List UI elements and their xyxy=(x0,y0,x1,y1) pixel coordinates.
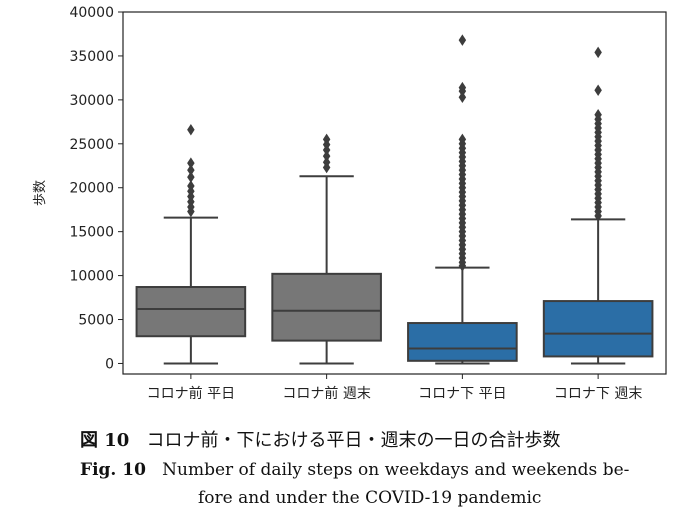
x-tick-label: コロナ下 週末 xyxy=(554,386,642,402)
y-tick-label: 15000 xyxy=(69,225,114,241)
outlier-point xyxy=(322,133,331,146)
outlier-point xyxy=(322,156,331,168)
box-iqr xyxy=(135,286,247,338)
outlier-point xyxy=(458,91,467,103)
outlier-point xyxy=(594,84,602,96)
caption-en-label: Fig. 10 xyxy=(80,460,146,480)
plot-frame xyxy=(122,11,667,375)
y-tick-label: 5000 xyxy=(78,313,114,329)
box-iqr xyxy=(407,322,518,362)
outlier-point xyxy=(187,164,195,176)
caption-en-text-line2: fore and under the COVID-19 pandemic xyxy=(198,488,542,508)
y-axis-label: 歩数 xyxy=(33,180,48,206)
box-group xyxy=(271,133,382,365)
outlier-point xyxy=(322,150,331,162)
outlier-point xyxy=(458,34,467,46)
y-tick-label: 10000 xyxy=(69,269,114,285)
outlier-point xyxy=(594,109,602,121)
x-tick-label: コロナ前 平日 xyxy=(147,385,235,402)
outlier-point xyxy=(187,171,195,183)
y-tick-label: 40000 xyxy=(69,5,114,21)
outlier-point xyxy=(187,123,195,136)
y-axis: 0 5000 10000 15000 20000 25000 30000 35000 40000 xyxy=(69,5,123,372)
y-tick-label: 0 xyxy=(105,356,114,372)
x-tick-label: コロナ前 週末 xyxy=(282,385,370,402)
caption-en-text-line1: Number of daily steps on weekdays and we… xyxy=(162,460,630,480)
y-tick-label: 25000 xyxy=(69,137,114,153)
caption-japanese: 図 10 コロナ前・下における平日・週末の一日の合計歩数 xyxy=(80,426,561,452)
box-iqr xyxy=(271,272,382,342)
y-tick-label: 20000 xyxy=(69,181,114,197)
box-group xyxy=(407,34,518,365)
outlier-point xyxy=(187,157,195,169)
boxes xyxy=(135,34,654,365)
x-tick-label: コロナ下 平日 xyxy=(418,386,506,402)
outlier-point xyxy=(594,46,602,59)
box-group xyxy=(542,46,654,365)
box-iqr xyxy=(542,300,654,358)
caption-jp-text: コロナ前・下における平日・週末の一日の合計歩数 xyxy=(146,430,561,451)
boxplot-chart: 0 5000 10000 15000 20000 25000 30000 35000 40000… xyxy=(33,5,667,402)
caption-jp-label: 図 10 xyxy=(80,430,130,451)
outlier-point xyxy=(458,81,467,94)
x-axis: コロナ前 平日 コロナ前 週末 コロナ下 平日 コロナ下 週末 xyxy=(147,374,642,402)
caption-english: Fig. 10 Number of daily steps on weekday… xyxy=(80,460,629,480)
y-tick-label: 30000 xyxy=(69,93,114,109)
box-group xyxy=(135,123,247,365)
y-tick-label: 35000 xyxy=(69,49,114,65)
caption-english-line2: fore and under the COVID-19 pandemic xyxy=(198,488,541,508)
outlier-point xyxy=(187,180,195,192)
outlier-point xyxy=(458,133,467,146)
